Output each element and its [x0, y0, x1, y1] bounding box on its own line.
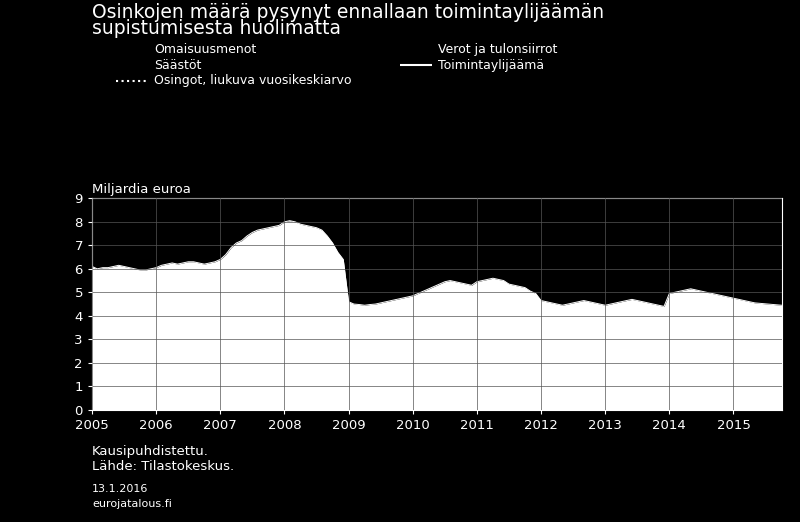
Text: supistumisesta huolimatta: supistumisesta huolimatta	[92, 19, 341, 38]
Text: Lähde: Tilastokeskus.: Lähde: Tilastokeskus.	[92, 460, 234, 473]
Text: Säästöt: Säästöt	[154, 59, 202, 72]
Text: 13.1.2016: 13.1.2016	[92, 484, 148, 494]
Text: Osingot, liukuva vuosikeskiarvo: Osingot, liukuva vuosikeskiarvo	[154, 75, 352, 87]
Text: Osinkojen määrä pysynyt ennallaan toimintaylijäämän: Osinkojen määrä pysynyt ennallaan toimin…	[92, 3, 604, 21]
Text: Miljardia euroa: Miljardia euroa	[92, 183, 191, 196]
Text: eurojatalous.fi: eurojatalous.fi	[92, 499, 172, 509]
Text: Toimintaylijäämä: Toimintaylijäämä	[438, 59, 545, 72]
Text: Omaisuusmenot: Omaisuusmenot	[154, 43, 257, 56]
Text: Kausipuhdistettu.: Kausipuhdistettu.	[92, 445, 209, 458]
Text: Verot ja tulonsiirrot: Verot ja tulonsiirrot	[438, 43, 558, 56]
